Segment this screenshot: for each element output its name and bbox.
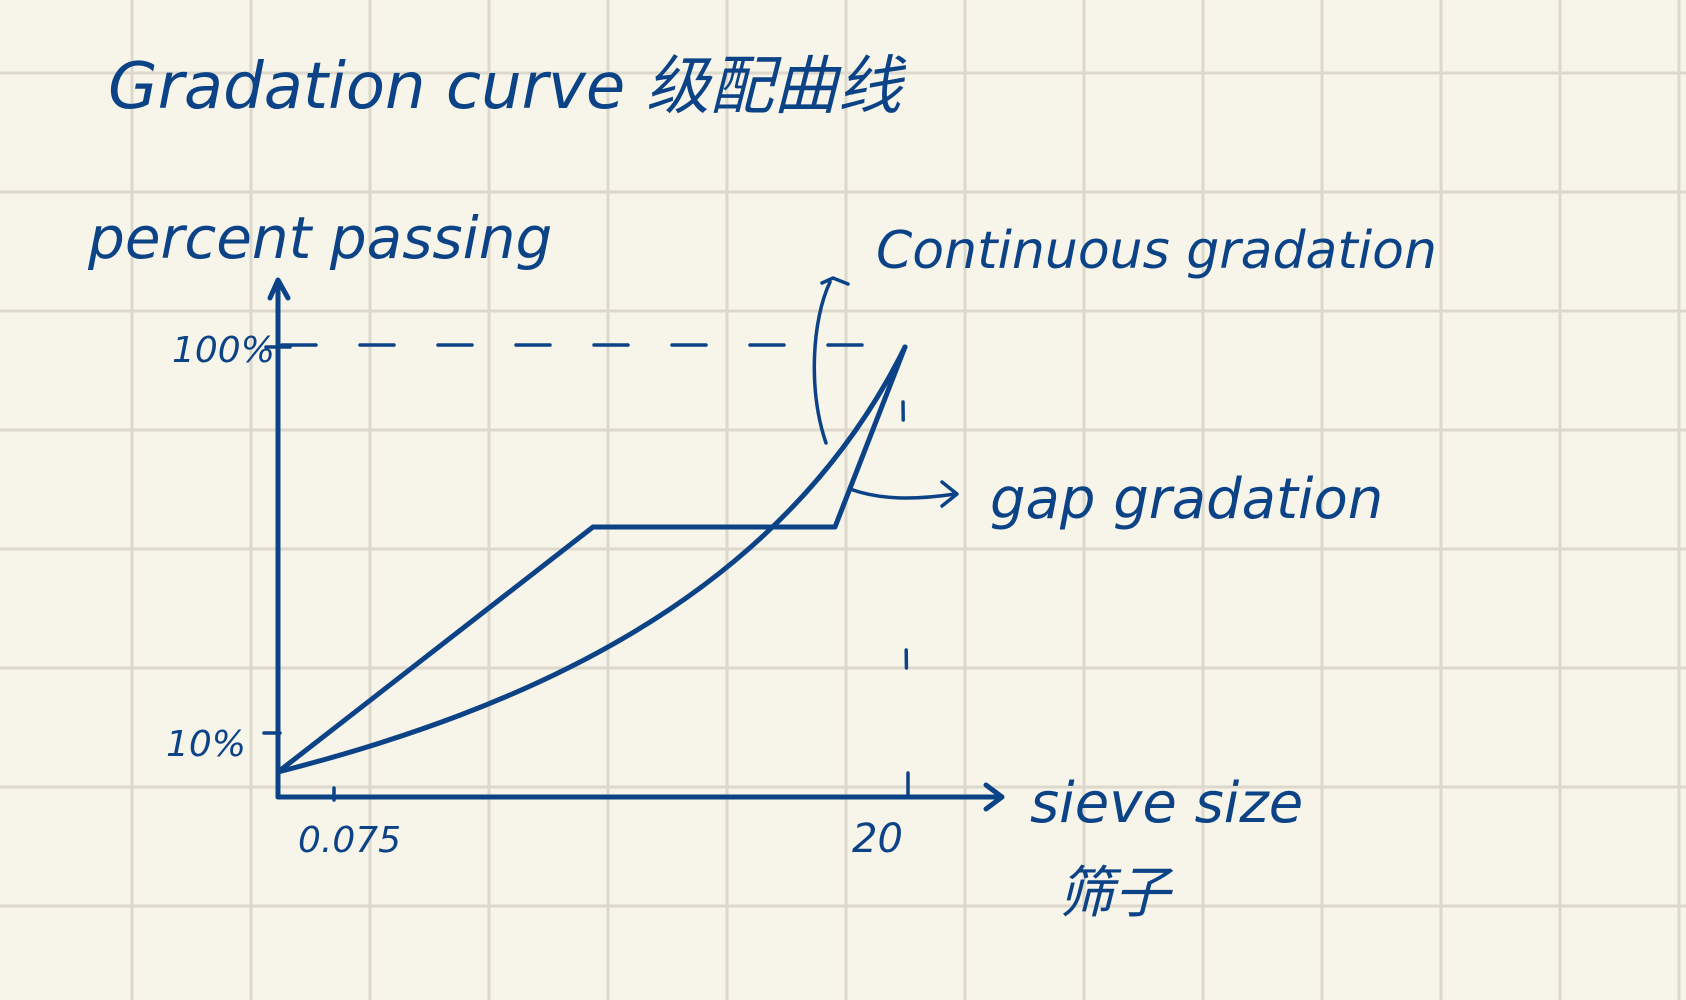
y-tick-100: 100% — [172, 330, 275, 371]
y-axis-arrowhead — [267, 277, 291, 301]
x-axis-label: sieve size — [1030, 771, 1303, 836]
gap-gradation-curve — [275, 344, 908, 775]
page-title: Gradation curve 级配曲线 — [108, 50, 907, 124]
gap-pointer-arrowhead — [940, 480, 959, 508]
continuous-pointer-arrowhead — [820, 276, 850, 286]
y-axis-label: percent passing — [87, 204, 552, 272]
continuous-gradation-curve — [275, 344, 908, 775]
x-tick-20: 20 — [852, 816, 903, 862]
gap-gradation-label: gap gradation — [990, 467, 1383, 532]
continuous-gradation-label: Continuous gradation — [876, 221, 1437, 281]
axes — [262, 277, 1005, 812]
x-axis-arrowhead — [983, 782, 1005, 812]
20mm-dashed-line — [901, 400, 910, 792]
x-axis-label-chinese: 筛子 — [1058, 861, 1174, 926]
continuous-pointer-arrow — [812, 280, 832, 445]
y-tick-10: 10% — [166, 724, 246, 765]
gap-pointer-arrow — [848, 487, 957, 500]
x-tick-0075: 0.075 — [298, 820, 401, 861]
